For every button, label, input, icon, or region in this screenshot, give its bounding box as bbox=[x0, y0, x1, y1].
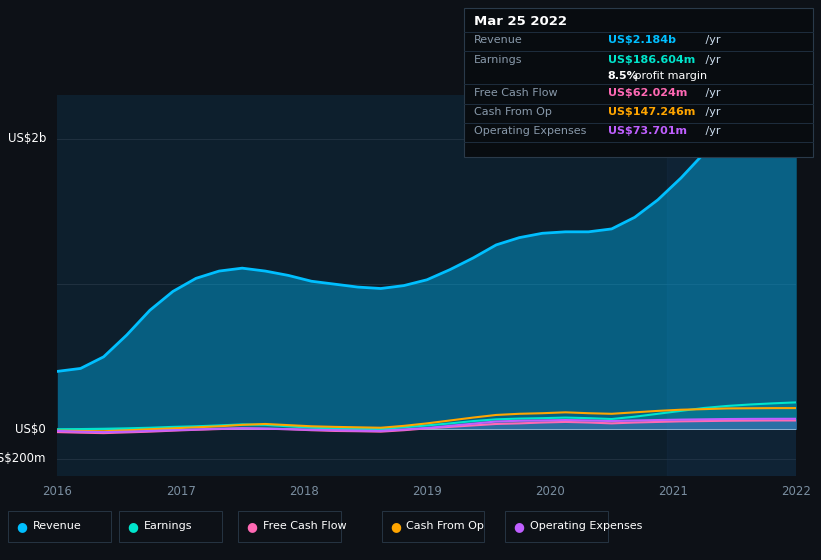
Text: US$2.184b: US$2.184b bbox=[608, 35, 676, 45]
Text: Earnings: Earnings bbox=[474, 55, 522, 64]
Text: Revenue: Revenue bbox=[33, 521, 81, 531]
Text: ●: ● bbox=[127, 520, 138, 533]
Text: 2022: 2022 bbox=[782, 485, 811, 498]
Text: ●: ● bbox=[16, 520, 27, 533]
Text: ●: ● bbox=[513, 520, 524, 533]
Text: 2021: 2021 bbox=[658, 485, 688, 498]
Text: /yr: /yr bbox=[702, 127, 721, 137]
Text: US$186.604m: US$186.604m bbox=[608, 55, 695, 64]
Text: Cash From Op: Cash From Op bbox=[406, 521, 484, 531]
Text: Mar 25 2022: Mar 25 2022 bbox=[474, 15, 566, 28]
Text: ●: ● bbox=[390, 520, 401, 533]
Text: -US$200m: -US$200m bbox=[0, 452, 46, 465]
Text: 8.5%: 8.5% bbox=[608, 71, 638, 81]
Text: Operating Expenses: Operating Expenses bbox=[474, 127, 586, 137]
Text: 2019: 2019 bbox=[412, 485, 442, 498]
Text: Cash From Op: Cash From Op bbox=[474, 107, 552, 117]
Text: 2017: 2017 bbox=[166, 485, 195, 498]
Text: US$62.024m: US$62.024m bbox=[608, 88, 687, 98]
Text: Operating Expenses: Operating Expenses bbox=[530, 521, 642, 531]
Text: Free Cash Flow: Free Cash Flow bbox=[474, 88, 557, 98]
Text: US$0: US$0 bbox=[15, 423, 46, 436]
Text: US$147.246m: US$147.246m bbox=[608, 107, 695, 117]
Text: ●: ● bbox=[246, 520, 257, 533]
Text: Revenue: Revenue bbox=[474, 35, 522, 45]
Text: /yr: /yr bbox=[702, 88, 721, 98]
Text: 2016: 2016 bbox=[43, 485, 72, 498]
Text: profit margin: profit margin bbox=[631, 71, 707, 81]
Text: Earnings: Earnings bbox=[144, 521, 192, 531]
Text: Free Cash Flow: Free Cash Flow bbox=[263, 521, 346, 531]
Text: /yr: /yr bbox=[702, 107, 721, 117]
Text: /yr: /yr bbox=[702, 55, 721, 64]
Text: /yr: /yr bbox=[702, 35, 721, 45]
Bar bbox=[667, 95, 796, 476]
Text: 2020: 2020 bbox=[535, 485, 565, 498]
Text: US$2b: US$2b bbox=[7, 132, 46, 145]
Text: US$73.701m: US$73.701m bbox=[608, 127, 686, 137]
Text: 2018: 2018 bbox=[289, 485, 319, 498]
